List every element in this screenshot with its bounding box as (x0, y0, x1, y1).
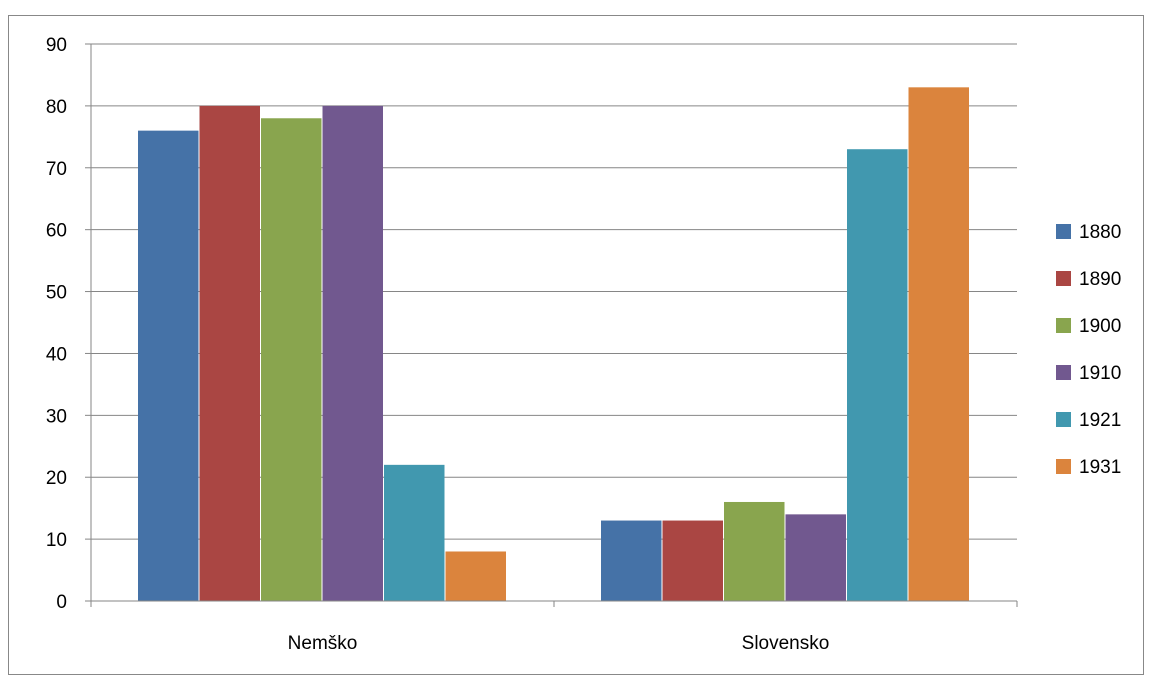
y-tick-label: 90 (46, 35, 67, 56)
bar-1880-0 (138, 130, 199, 601)
bar-1910-1 (785, 514, 846, 601)
y-tick-label: 80 (46, 97, 67, 118)
y-tick-label: 40 (46, 344, 67, 365)
y-tick-label: 70 (46, 159, 67, 180)
legend-label-1890: 1890 (1079, 269, 1121, 290)
bar-1931-0 (445, 551, 506, 601)
legend-swatch-1921 (1056, 412, 1071, 427)
chart-frame: 0 10 20 30 40 50 60 70 80 90 Nemško Slovensko 1880 1… (8, 15, 1144, 675)
legend-swatch-1900 (1056, 318, 1071, 333)
legend-swatch-1890 (1056, 271, 1071, 286)
y-tick-label: 20 (46, 468, 67, 489)
y-tick-label: 10 (46, 530, 67, 551)
legend-swatch-1880 (1056, 224, 1071, 239)
axes (85, 43, 1018, 607)
legend-label-1921: 1921 (1079, 410, 1121, 431)
x-category-label: Nemško (288, 633, 358, 654)
legend-label-1900: 1900 (1079, 316, 1121, 337)
bar-1890-0 (199, 105, 260, 601)
axis-labels: 0 10 20 30 40 50 60 70 80 90 Nemško Slovensko (46, 35, 829, 654)
bar-1890-1 (662, 520, 723, 601)
y-tick-label: 50 (46, 283, 67, 304)
legend-label-1880: 1880 (1079, 222, 1121, 243)
bar-1910-0 (322, 105, 383, 601)
legend-swatch-1910 (1056, 365, 1071, 380)
legend-label-1910: 1910 (1079, 363, 1121, 384)
bar-1931-1 (908, 87, 969, 602)
bar-1921-1 (847, 149, 908, 601)
y-tick-label: 60 (46, 221, 67, 242)
legend-swatch-1931 (1056, 459, 1071, 474)
bar-1880-1 (601, 520, 662, 601)
y-tick-label: 30 (46, 406, 67, 427)
legend: 1880 1890 1900 1910 1921 1931 (1056, 222, 1121, 478)
bar-1921-0 (384, 464, 445, 601)
bars (138, 87, 969, 602)
legend-label-1931: 1931 (1079, 457, 1121, 478)
x-category-label: Slovensko (742, 633, 830, 654)
bar-1900-0 (261, 118, 322, 602)
y-tick-label: 0 (56, 592, 67, 613)
bar-1900-1 (724, 501, 785, 601)
